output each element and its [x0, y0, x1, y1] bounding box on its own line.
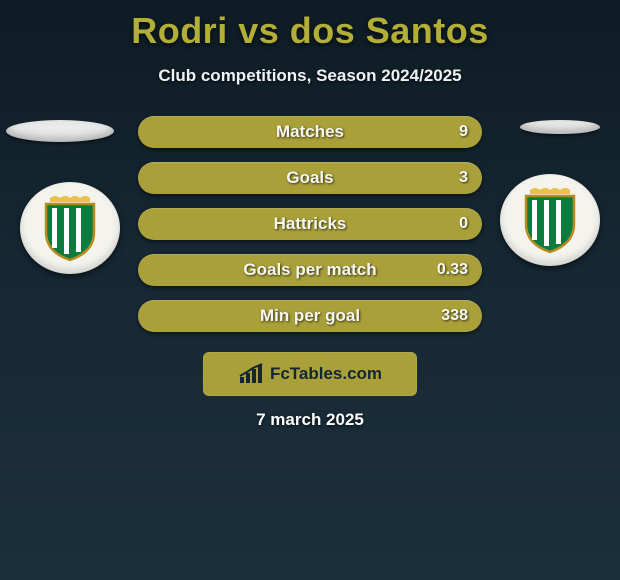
club-crest-icon [520, 186, 580, 254]
stat-value: 0.33 [437, 261, 468, 279]
stat-label: Hattricks [274, 214, 347, 234]
club-crest-icon [40, 194, 100, 262]
player-right-silhouette-ellipse [520, 120, 600, 134]
stat-label: Min per goal [260, 306, 360, 326]
stat-value: 338 [441, 307, 468, 325]
comparison-stage: Matches 9 Goals 3 Hattricks 0 Goals per … [0, 116, 620, 376]
stat-value: 9 [459, 123, 468, 141]
stat-bars: Matches 9 Goals 3 Hattricks 0 Goals per … [138, 116, 482, 346]
bar-chart-icon [238, 363, 264, 385]
date-label: 7 march 2025 [0, 410, 620, 430]
stat-bar: Matches 9 [138, 116, 482, 148]
player-left-silhouette-ellipse [6, 120, 114, 142]
page-title: Rodri vs dos Santos [0, 0, 620, 52]
stat-bar: Goals 3 [138, 162, 482, 194]
stat-label: Goals [286, 168, 333, 188]
player-left-crest [20, 182, 120, 274]
stat-value: 3 [459, 169, 468, 187]
brand-box[interactable]: FcTables.com [203, 352, 417, 396]
stat-value: 0 [459, 215, 468, 233]
player-left-col [0, 116, 120, 274]
stat-bar: Min per goal 338 [138, 300, 482, 332]
brand-label: FcTables.com [270, 364, 382, 384]
stat-label: Goals per match [243, 260, 376, 280]
stat-bar: Hattricks 0 [138, 208, 482, 240]
subtitle: Club competitions, Season 2024/2025 [0, 66, 620, 86]
player-right-col [500, 116, 620, 266]
stat-label: Matches [276, 122, 344, 142]
stat-bar: Goals per match 0.33 [138, 254, 482, 286]
player-right-crest [500, 174, 600, 266]
